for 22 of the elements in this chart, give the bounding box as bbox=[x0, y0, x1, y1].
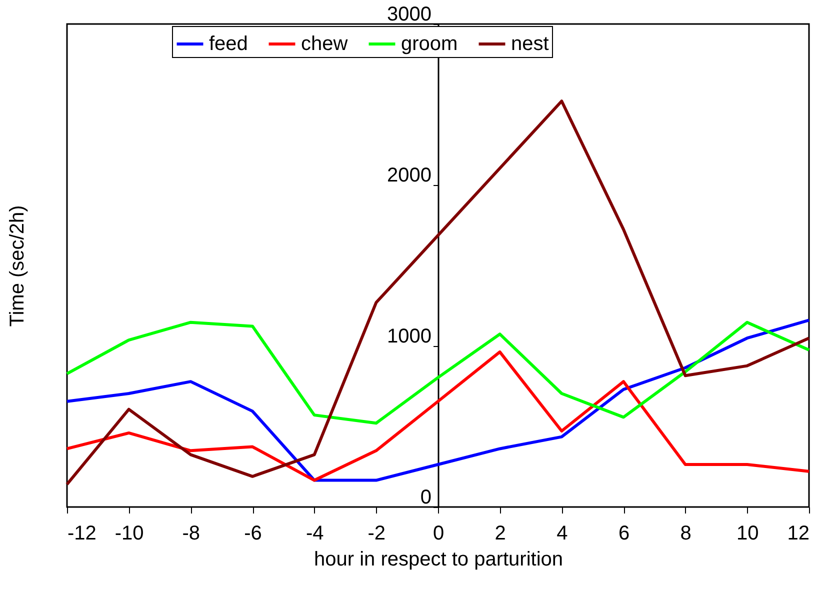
x-tick-label: -6 bbox=[244, 522, 262, 544]
y-tick-label: 3000 bbox=[387, 4, 432, 26]
x-tick-label: 8 bbox=[680, 522, 692, 544]
x-axis-title: hour in respect to parturition bbox=[314, 548, 564, 570]
legend-label: feed bbox=[209, 33, 248, 55]
x-tick-label: 6 bbox=[618, 522, 630, 544]
x-tick-label: 12 bbox=[787, 522, 810, 544]
x-tick-label: -8 bbox=[182, 522, 200, 544]
x-tick-label: -4 bbox=[306, 522, 324, 544]
x-tick-label: 10 bbox=[736, 522, 759, 544]
x-tick-label: -2 bbox=[368, 522, 386, 544]
legend-label: chew bbox=[301, 33, 348, 55]
legend-label: groom bbox=[401, 33, 458, 55]
y-tick-label: 2000 bbox=[387, 164, 432, 186]
legend-label: nest bbox=[511, 33, 550, 55]
x-tick-label: -10 bbox=[114, 522, 144, 544]
y-tick-label: 1000 bbox=[387, 326, 432, 348]
x-tick-label: 2 bbox=[494, 522, 506, 544]
x-tick-label: -12 bbox=[68, 522, 96, 544]
y-tick-label: 0 bbox=[420, 486, 432, 508]
y-axis-title: Time (sec/2h) bbox=[6, 205, 28, 327]
x-tick-label: 4 bbox=[556, 522, 568, 544]
